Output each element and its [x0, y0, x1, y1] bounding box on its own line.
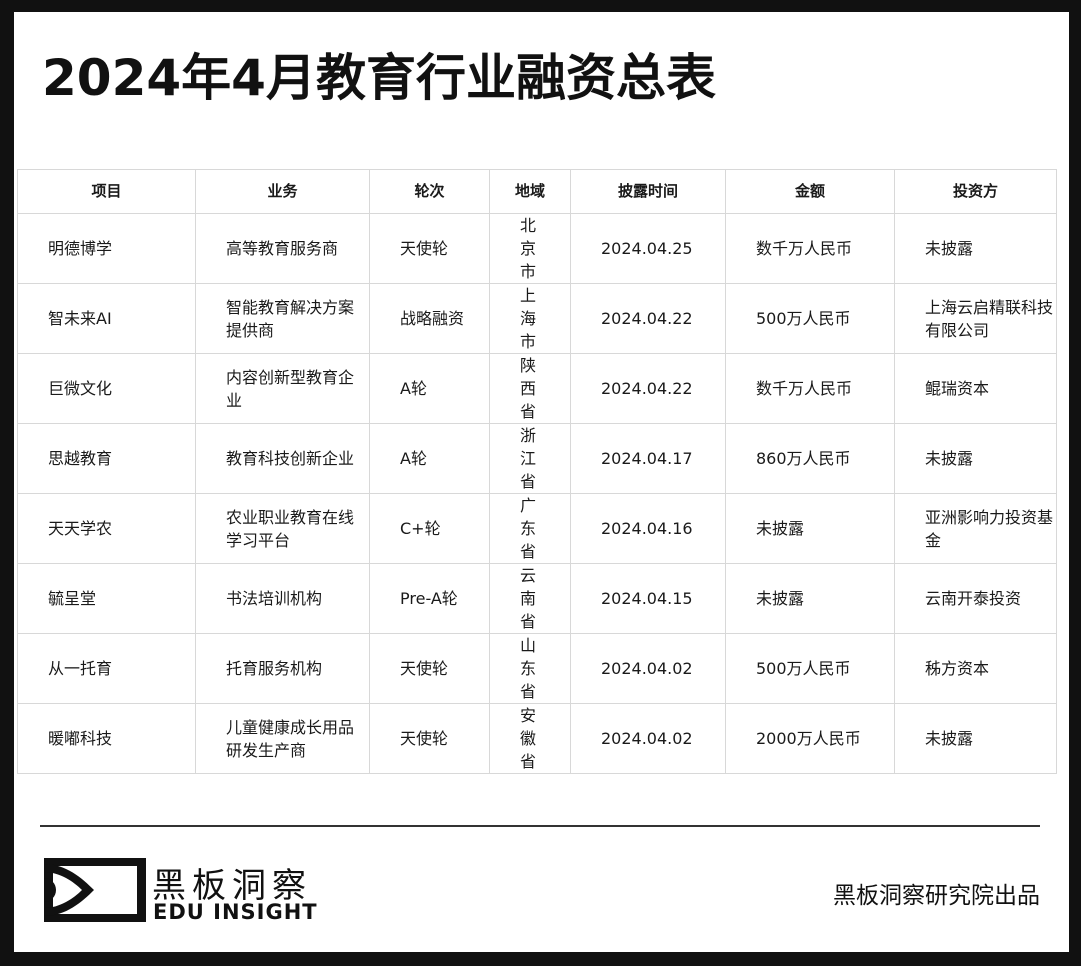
cell-region: 安徽省 [489, 703, 571, 774]
table-row: 天天学农 农业职业教育在线学习平台 C+轮 广东省 2024.04.16 未披露 亚洲影响力… [17, 493, 1057, 564]
table-row: 智未来AI 智能教育解决方案提供商 战略融资 上海市 2024.04.22 500万人民币… [17, 283, 1057, 354]
cell-business: 儿童健康成长用品研发生产商 [195, 703, 370, 774]
cell-project: 智未来AI [17, 283, 196, 354]
footer-divider [40, 825, 1040, 827]
cell-amount: 500万人民币 [725, 283, 895, 354]
table-row: 暖嘟科技 儿童健康成长用品研发生产商 天使轮 安徽省 2024.04.02 2000万人民… [17, 703, 1057, 774]
cell-project: 天天学农 [17, 493, 196, 564]
cell-round: Pre-A轮 [369, 563, 490, 634]
table-row: 思越教育 教育科技创新企业 A轮 浙江省 2024.04.17 860万人民币 未披露 [17, 423, 1057, 494]
cell-region: 上海市 [489, 283, 571, 354]
table-row: 毓呈堂 书法培训机构 Pre-A轮 云南省 2024.04.15 未披露 云南开泰投资 [17, 563, 1057, 634]
cell-date: 2024.04.22 [570, 283, 726, 354]
financing-table: 项目 业务 轮次 地域 披露时间 金额 投资方 明德博学 高等教育服务商 天使轮 北京… [17, 169, 1057, 774]
table-row: 巨微文化 内容创新型教育企业 A轮 陕西省 2024.04.22 数千万人民币 鲲瑞资本 [17, 353, 1057, 424]
cell-project: 明德博学 [17, 213, 196, 284]
cell-business: 内容创新型教育企业 [195, 353, 370, 424]
header-project: 项目 [17, 169, 196, 214]
cell-business: 书法培训机构 [195, 563, 370, 634]
cell-amount: 数千万人民币 [725, 353, 895, 424]
cell-amount: 数千万人民币 [725, 213, 895, 284]
cell-round: C+轮 [369, 493, 490, 564]
publisher-credit: 黑板洞察研究院出品 [833, 883, 1040, 909]
header-investor: 投资方 [894, 169, 1057, 214]
table-header-row: 项目 业务 轮次 地域 披露时间 金额 投资方 [17, 169, 1057, 214]
cell-round: 战略融资 [369, 283, 490, 354]
cell-business: 托育服务机构 [195, 633, 370, 704]
cell-investor: 鲲瑞资本 [894, 353, 1057, 424]
cell-investor: 未披露 [894, 423, 1057, 494]
cell-region: 浙江省 [489, 423, 571, 494]
cell-region: 云南省 [489, 563, 571, 634]
cell-project: 巨微文化 [17, 353, 196, 424]
brand-name-cn: 黑板洞察 [152, 866, 312, 906]
brand-name-en: EDU INSIGHT [153, 900, 318, 924]
cell-round: 天使轮 [369, 213, 490, 284]
cell-business: 农业职业教育在线学习平台 [195, 493, 370, 564]
cell-region: 北京市 [489, 213, 571, 284]
cell-region: 广东省 [489, 493, 571, 564]
cell-amount: 未披露 [725, 493, 895, 564]
cell-amount: 2000万人民币 [725, 703, 895, 774]
cell-round: A轮 [369, 353, 490, 424]
cell-date: 2024.04.25 [570, 213, 726, 284]
cell-round: 天使轮 [369, 703, 490, 774]
header-business: 业务 [195, 169, 370, 214]
cell-round: A轮 [369, 423, 490, 494]
cell-amount: 500万人民币 [725, 633, 895, 704]
cell-investor: 秭方资本 [894, 633, 1057, 704]
header-region: 地域 [489, 169, 571, 214]
cell-investor: 云南开泰投资 [894, 563, 1057, 634]
header-amount: 金额 [725, 169, 895, 214]
cell-business: 高等教育服务商 [195, 213, 370, 284]
cell-date: 2024.04.17 [570, 423, 726, 494]
edu-insight-logo-icon [44, 858, 146, 922]
header-round: 轮次 [369, 169, 490, 214]
cell-investor: 上海云启精联科技有限公司 [894, 283, 1057, 354]
cell-round: 天使轮 [369, 633, 490, 704]
cell-amount: 未披露 [725, 563, 895, 634]
cell-project: 思越教育 [17, 423, 196, 494]
cell-date: 2024.04.02 [570, 633, 726, 704]
cell-project: 毓呈堂 [17, 563, 196, 634]
cell-business: 智能教育解决方案提供商 [195, 283, 370, 354]
cell-project: 从一托育 [17, 633, 196, 704]
cell-project: 暖嘟科技 [17, 703, 196, 774]
header-date: 披露时间 [570, 169, 726, 214]
cell-date: 2024.04.15 [570, 563, 726, 634]
cell-region: 陕西省 [489, 353, 571, 424]
cell-region: 山东省 [489, 633, 571, 704]
page-title: 2024年4月教育行业融资总表 [42, 49, 716, 107]
document-sheet: 2024年4月教育行业融资总表 项目 业务 轮次 地域 披露时间 金额 投资方 … [14, 12, 1069, 952]
cell-date: 2024.04.22 [570, 353, 726, 424]
cell-investor: 亚洲影响力投资基金 [894, 493, 1057, 564]
cell-date: 2024.04.16 [570, 493, 726, 564]
table-row: 从一托育 托育服务机构 天使轮 山东省 2024.04.02 500万人民币 秭方资本 [17, 633, 1057, 704]
cell-date: 2024.04.02 [570, 703, 726, 774]
cell-investor: 未披露 [894, 703, 1057, 774]
cell-investor: 未披露 [894, 213, 1057, 284]
cell-amount: 860万人民币 [725, 423, 895, 494]
table-row: 明德博学 高等教育服务商 天使轮 北京市 2024.04.25 数千万人民币 未披露 [17, 213, 1057, 284]
cell-business: 教育科技创新企业 [195, 423, 370, 494]
